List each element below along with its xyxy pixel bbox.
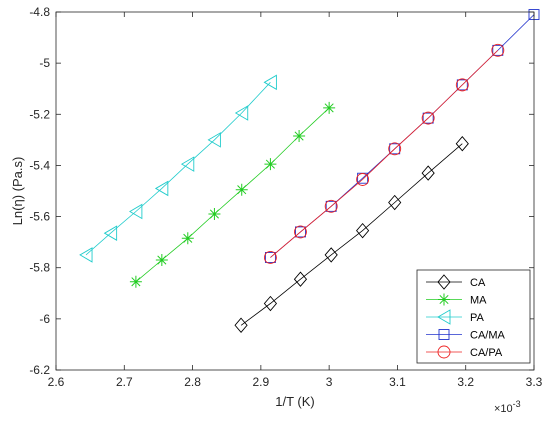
data-point — [421, 111, 435, 125]
legend-item-pa: PA — [426, 309, 485, 325]
series-line — [85, 82, 271, 256]
x-tick-label: 2.9 — [253, 375, 270, 389]
y-tick-label: -5 — [39, 56, 50, 70]
series-pa — [79, 74, 277, 263]
data-point — [181, 232, 194, 245]
x-tick-label: 3.1 — [389, 375, 406, 389]
data-point — [388, 194, 402, 211]
series-layer — [79, 9, 540, 333]
series-ca — [234, 136, 469, 333]
x-exponent-label: ×10-3 — [494, 399, 521, 415]
data-point — [208, 208, 221, 221]
y-tick-label: -5.2 — [29, 107, 50, 121]
data-point — [324, 199, 338, 213]
legend-label: CA — [470, 277, 486, 289]
x-tick-label: 2.7 — [116, 375, 133, 389]
data-point — [264, 158, 277, 171]
data-point — [180, 156, 195, 172]
data-point — [154, 180, 169, 197]
legend-box — [416, 269, 531, 364]
legend-label: CA/MA — [470, 330, 506, 342]
y-tick-label: -5.4 — [29, 158, 50, 172]
data-point — [492, 44, 504, 56]
legend-marker — [437, 309, 451, 325]
x-tick-label: 3.2 — [457, 375, 474, 389]
data-point — [293, 130, 306, 143]
legend-marker — [438, 329, 450, 340]
legend-label: PA — [470, 312, 485, 324]
data-point — [356, 222, 370, 239]
legend: CA MA PA CA/MA CA/PA — [416, 269, 531, 364]
legend-item-ca-ma: CA/MA — [426, 329, 506, 342]
legend-label: MA — [470, 295, 487, 307]
legend-marker — [437, 274, 451, 290]
data-point — [234, 105, 249, 121]
data-point — [389, 143, 401, 155]
data-point — [103, 225, 118, 241]
data-point — [324, 247, 338, 263]
data-point — [455, 78, 469, 92]
data-point — [294, 225, 307, 239]
data-point — [422, 112, 434, 124]
y-tick-label: -6 — [39, 312, 50, 326]
plot-frame — [55, 11, 535, 371]
data-point — [388, 142, 402, 156]
legend-items: CA MA PA CA/MA CA/PA — [426, 274, 506, 359]
data-point — [207, 132, 221, 148]
x-tick-label: 3.3 — [526, 375, 543, 389]
data-point — [421, 165, 435, 181]
data-point — [264, 252, 276, 263]
data-point — [295, 226, 306, 238]
legend-marker — [437, 345, 451, 359]
legend-item-ma: MA — [426, 293, 487, 307]
data-point — [455, 136, 469, 152]
data-point — [79, 247, 93, 263]
data-point — [155, 254, 168, 267]
data-point — [491, 43, 505, 57]
data-point — [129, 275, 142, 288]
data-point — [234, 317, 248, 333]
legend-label: CA/PA — [470, 347, 503, 359]
ticks-layer: 2.6 2.7 2.8 2.9 3 3.1 3.2 3.3 -6.2 -6 -5.8 -5.6 -5.4… — [29, 5, 542, 389]
y-tick-label: -4.8 — [29, 5, 50, 19]
y-tick-label: -6.2 — [29, 363, 50, 377]
series-line — [270, 50, 499, 258]
legend-item-ca: CA — [426, 274, 486, 290]
legend-marker — [438, 293, 450, 306]
x-tick-label: 3 — [326, 375, 333, 389]
data-point — [263, 251, 277, 264]
series-line — [240, 143, 463, 326]
data-point — [263, 295, 278, 312]
x-axis-label: 1/T (K) — [275, 394, 315, 409]
y-axis-label: Ln(η) (Pa.s) — [10, 157, 25, 226]
y-tick-label: -5.6 — [29, 210, 50, 224]
data-point — [456, 79, 468, 91]
data-point — [323, 101, 336, 114]
x-exponent-base: ×10 — [494, 403, 513, 415]
legend-item-ca-pa: CA/PA — [426, 345, 503, 359]
data-point — [263, 74, 277, 91]
data-point — [325, 200, 337, 212]
series-ca-pa — [263, 43, 505, 264]
x-tick-label: 2.6 — [48, 375, 65, 389]
x-exponent-power: -3 — [513, 399, 521, 409]
data-point — [293, 271, 308, 287]
y-tick-label: -5.8 — [29, 261, 50, 275]
series-ma — [129, 101, 336, 288]
data-point — [129, 203, 143, 220]
x-tick-label: 2.8 — [184, 375, 201, 389]
data-point — [356, 173, 370, 186]
data-point — [235, 183, 248, 196]
